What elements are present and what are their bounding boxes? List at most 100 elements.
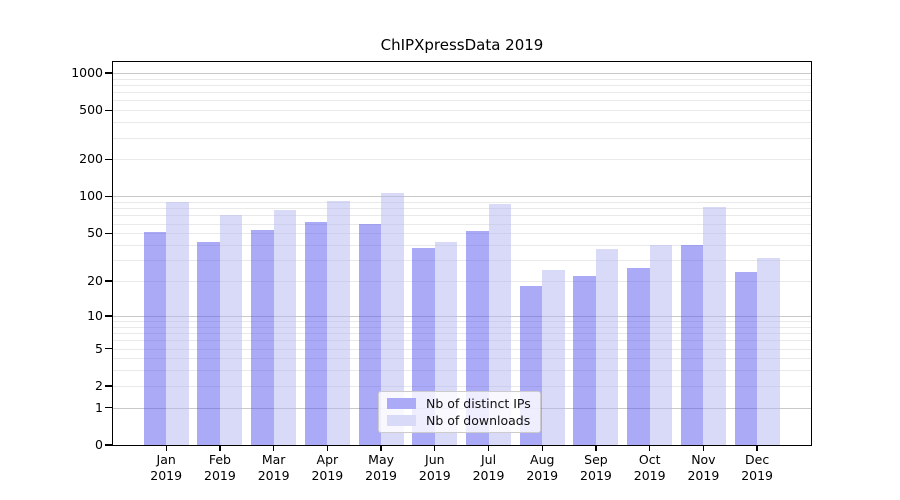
x-tick-label-jan: Jan 2019 — [150, 452, 183, 483]
legend-label-downloads: Nb of downloads — [426, 413, 531, 428]
y-tick-mark — [105, 347, 112, 350]
gridline-major — [113, 348, 811, 350]
y-tick-mark — [105, 315, 112, 317]
bar-distinct-ips-jan — [143, 232, 167, 445]
gridline-major — [113, 281, 811, 283]
plot-area — [113, 62, 811, 445]
bar-downloads-mar — [273, 209, 297, 445]
x-tick-mark — [756, 446, 758, 451]
bar-downloads-apr — [327, 200, 350, 445]
legend-row-downloads: Nb of downloads — [387, 413, 532, 428]
x-tick-mark — [487, 446, 490, 451]
legend: Nb of distinct IPs Nb of downloads — [378, 391, 541, 433]
y-tick-label: 20 — [87, 273, 103, 289]
y-tick-label: 2 — [95, 377, 103, 393]
legend-swatch-downloads — [387, 415, 416, 426]
gridline-minor — [113, 245, 811, 246]
y-tick-mark — [105, 385, 112, 387]
gridline-minor — [113, 208, 811, 210]
gridline-minor — [113, 321, 811, 322]
y-tick-label: 10 — [87, 307, 103, 323]
y-tick-label: 1000 — [71, 64, 103, 80]
gridline-minor — [113, 370, 811, 372]
bar-distinct-ips-feb — [197, 242, 220, 445]
gridline-major — [113, 315, 811, 317]
x-tick-mark — [219, 446, 221, 451]
gridline-minor — [113, 358, 811, 360]
x-tick-label-mar: Mar 2019 — [257, 452, 290, 483]
bar-downloads-jan — [166, 202, 189, 445]
gridline-minor — [113, 84, 811, 86]
bar-downloads-aug — [542, 269, 565, 445]
y-tick-label: 50 — [87, 225, 103, 241]
gridline-minor — [113, 92, 811, 94]
bar-distinct-ips-dec — [734, 271, 758, 445]
x-tick-label-jun: Jun 2019 — [418, 452, 451, 483]
gridline-minor — [113, 122, 811, 124]
x-tick-label-jul: Jul 2019 — [472, 452, 505, 483]
bar-distinct-ips-may — [358, 223, 382, 445]
legend-swatch-distinct-ips — [387, 398, 416, 409]
y-tick-mark — [105, 444, 112, 446]
gridline-minor — [113, 223, 811, 225]
bar-downloads-oct — [649, 245, 673, 445]
gridline-minor — [113, 100, 811, 102]
legend-row-distinct-ips: Nb of distinct IPs — [387, 396, 532, 411]
x-tick-label-oct: Oct 2019 — [633, 452, 666, 483]
gridline-major — [113, 72, 811, 74]
bar-distinct-ips-sep — [573, 276, 596, 445]
gridline-major — [113, 233, 811, 235]
x-tick-label-nov: Nov 2019 — [687, 452, 720, 483]
legend-label-distinct-ips: Nb of distinct IPs — [426, 396, 531, 411]
gridline-minor — [113, 260, 811, 262]
x-tick-label-apr: Apr 2019 — [311, 452, 344, 483]
x-tick-label-aug: Aug 2019 — [526, 452, 559, 483]
y-tick-label: 500 — [79, 102, 103, 118]
x-tick-mark — [326, 446, 329, 451]
bar-distinct-ips-oct — [627, 267, 650, 445]
y-tick-mark — [105, 158, 112, 161]
gridline-minor — [113, 340, 811, 342]
x-tick-mark — [380, 446, 382, 451]
x-tick-mark — [165, 446, 167, 451]
gridline-minor — [113, 137, 811, 139]
y-tick-label: 1 — [95, 399, 103, 415]
y-tick-mark — [105, 109, 112, 111]
x-tick-label-sep: Sep 2019 — [580, 452, 612, 483]
bar-downloads-nov — [703, 207, 726, 445]
bar-distinct-ips-apr — [304, 221, 328, 445]
x-tick-mark — [648, 446, 651, 451]
x-tick-mark — [541, 446, 543, 451]
gridline-minor — [113, 333, 811, 335]
chart-title: ChIPXpressData 2019 — [380, 36, 544, 54]
x-tick-mark — [434, 446, 436, 451]
y-tick-label: 100 — [79, 188, 103, 204]
gridline-minor — [113, 78, 811, 80]
bar-distinct-ips-nov — [680, 245, 704, 445]
gridline-major — [113, 110, 811, 112]
x-tick-mark — [595, 446, 597, 451]
x-tick-label-feb: Feb 2019 — [204, 452, 236, 483]
x-tick-label-may: May 2019 — [365, 452, 397, 483]
y-tick-mark — [105, 72, 112, 74]
bar-downloads-dec — [757, 258, 780, 445]
bar-downloads-feb — [219, 215, 243, 445]
y-tick-mark — [105, 280, 112, 282]
x-tick-mark — [272, 446, 275, 451]
y-tick-mark — [105, 232, 112, 234]
y-tick-label: 200 — [79, 151, 103, 167]
x-tick-mark — [702, 446, 705, 451]
gridline-major — [113, 159, 811, 161]
gridline-major — [113, 196, 811, 198]
gridline-minor — [113, 326, 811, 328]
y-tick-mark — [105, 195, 112, 198]
gridline-major — [113, 385, 811, 387]
bar-downloads-jul — [488, 203, 512, 445]
y-tick-label: 5 — [95, 340, 103, 356]
y-tick-mark — [105, 406, 112, 409]
bar-downloads-sep — [595, 249, 619, 445]
bar-distinct-ips-mar — [251, 230, 274, 445]
y-tick-label: 0 — [95, 437, 103, 452]
gridline-minor — [113, 215, 811, 217]
